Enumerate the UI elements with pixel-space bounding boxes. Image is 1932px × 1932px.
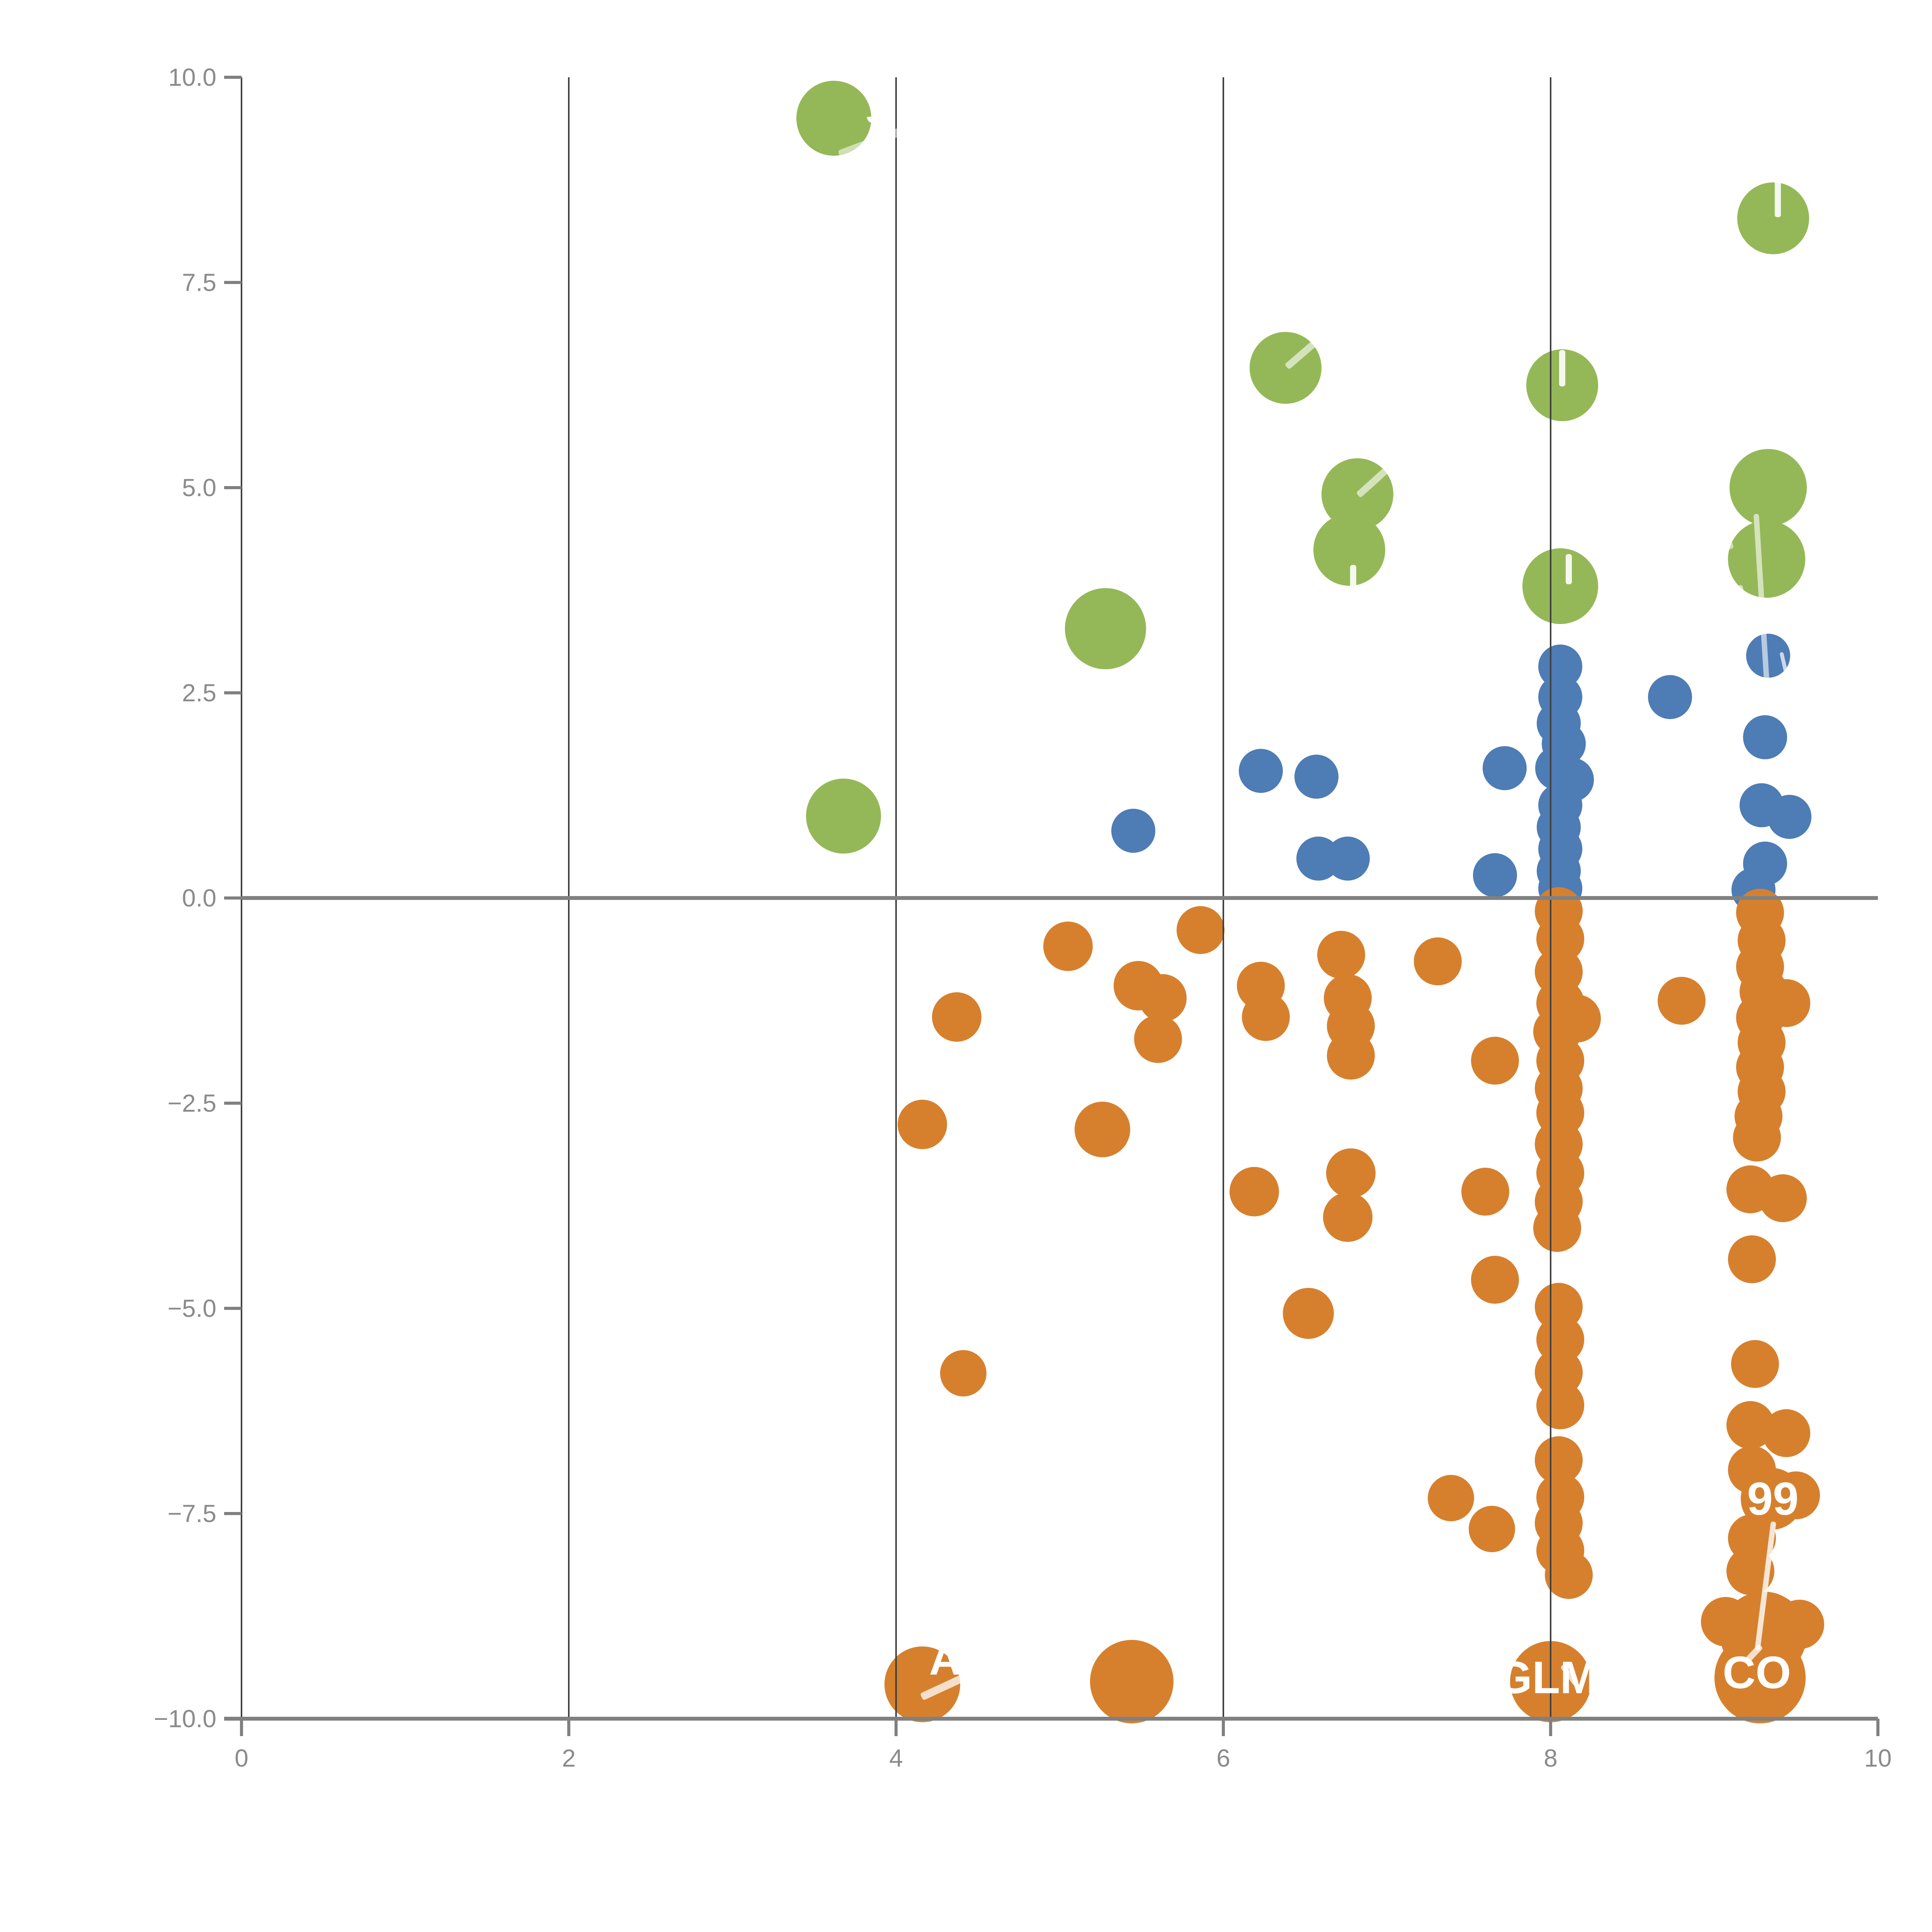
y-axis-tick: [224, 1512, 242, 1515]
scatter-point-orange: [1461, 1168, 1509, 1216]
scatter-point-orange: [1471, 1036, 1519, 1085]
y-axis-tick: [224, 1717, 242, 1720]
point-label: 99: [1747, 1473, 1799, 1525]
y-axis-tick-label: 2.5: [182, 679, 216, 707]
x-axis-tick: [1876, 1719, 1879, 1736]
scatter-point-orange: [1139, 974, 1187, 1022]
scatter-point-orange: [1327, 1031, 1375, 1080]
leader-line-mark: [1709, 493, 1734, 550]
scatter-point-orange: [1176, 906, 1225, 954]
x-axis-tick-label: 10: [1864, 1744, 1892, 1772]
x-axis-tick-label: 0: [235, 1744, 248, 1772]
y-axis-tick-label: −10.0: [154, 1705, 216, 1733]
y-axis-tick-label: 5.0: [182, 474, 216, 502]
zero-line: [242, 896, 1878, 900]
scatter-point-orange: [1657, 976, 1706, 1025]
scatter-point-orange: [1242, 993, 1290, 1041]
scatter-point-green: [1522, 548, 1599, 624]
y-axis-tick: [224, 281, 242, 284]
y-axis-tick-label: −7.5: [167, 1500, 216, 1527]
point-label: CO: [1723, 1647, 1791, 1699]
scatter-point-orange: [1134, 1015, 1182, 1063]
scatter-point-orange: [1074, 1101, 1130, 1157]
scatter-point-blue: [1473, 853, 1517, 897]
scatter-point-green: [806, 778, 881, 854]
scatter-point-orange: [1326, 1148, 1376, 1198]
scatter-point-orange: [940, 1350, 986, 1396]
x-axis-tick: [895, 1719, 898, 1736]
scatter-point-blue: [1743, 715, 1787, 759]
point-label: J: [866, 95, 883, 129]
scatter-point-blue: [1239, 748, 1283, 793]
leader-line-mark: [1775, 181, 1781, 217]
scatter-point-orange: [1043, 922, 1093, 971]
scatter-point-orange: [897, 1100, 947, 1150]
scatter-point-green: [1737, 182, 1809, 255]
scatter-point-orange: [1283, 1287, 1334, 1339]
scatter-point-orange: [1728, 1235, 1776, 1283]
scatter-point-orange: [1533, 1204, 1581, 1252]
x-axis-tick-label: 8: [1544, 1744, 1558, 1772]
scatter-point-orange: [1090, 1640, 1173, 1724]
y-axis-tick-label: 10.0: [168, 63, 216, 91]
scatter-point-orange: [1413, 937, 1462, 985]
scatter-point-blue: [1648, 675, 1692, 719]
x-axis-tick: [1549, 1719, 1552, 1736]
scatter-point-blue: [1483, 746, 1527, 791]
scatter-point-green: [1313, 514, 1386, 586]
scatter-point-orange: [1536, 1381, 1585, 1429]
x-axis-tick-label: 6: [1216, 1744, 1230, 1772]
y-axis-tick: [224, 486, 242, 489]
scatter-point-green: [1730, 449, 1807, 526]
y-axis-tick: [224, 76, 242, 79]
scatter-point-blue: [1111, 808, 1156, 853]
x-axis-spine: [224, 1717, 1878, 1721]
leader-line-mark: [1559, 350, 1565, 386]
scatter-point-orange: [1230, 1167, 1279, 1217]
scatter-point-green: [1065, 588, 1146, 670]
scatter-point-orange: [1731, 1340, 1779, 1388]
x-axis-tick-label: 4: [889, 1744, 903, 1772]
scatter-point-blue: [1767, 794, 1812, 839]
scatter-point-orange: [1323, 1192, 1372, 1242]
scatter-point-orange: [1772, 1471, 1820, 1520]
scatter-point-blue: [1294, 754, 1339, 799]
x-axis-tick: [240, 1719, 243, 1736]
y-axis-tick-label: −5.0: [167, 1294, 216, 1322]
y-axis-tick-label: −2.5: [167, 1089, 216, 1117]
point-label: GLM: [1497, 1652, 1598, 1703]
scatter-point-orange: [1733, 1114, 1781, 1162]
leader-line-mark: [1566, 554, 1572, 584]
point-label: A: [929, 1635, 961, 1685]
scatter-point-orange: [1471, 1255, 1519, 1304]
y-axis-tick: [224, 896, 242, 900]
y-axis-tick-label: 0.0: [182, 884, 216, 912]
y-axis-tick: [224, 1102, 242, 1105]
scatter-point-orange: [1427, 1475, 1474, 1521]
scatter-point-orange: [1762, 1409, 1810, 1457]
y-axis-tick: [224, 1307, 242, 1310]
scatter-point-orange: [1759, 1174, 1807, 1223]
y-axis-tick-label: 7.5: [182, 269, 216, 296]
scatter-point-orange: [1317, 930, 1365, 979]
y-axis-tick: [224, 691, 242, 694]
x-axis-tick: [1222, 1719, 1225, 1736]
scatter-point-blue: [1325, 837, 1370, 881]
x-axis-tick: [567, 1719, 570, 1736]
scatter-point-orange: [1544, 1551, 1593, 1599]
x-axis-tick-label: 2: [562, 1744, 576, 1772]
scatter-point-orange: [1468, 1506, 1515, 1553]
leader-line-mark: [1350, 565, 1356, 598]
scatter-point-orange: [932, 992, 981, 1042]
